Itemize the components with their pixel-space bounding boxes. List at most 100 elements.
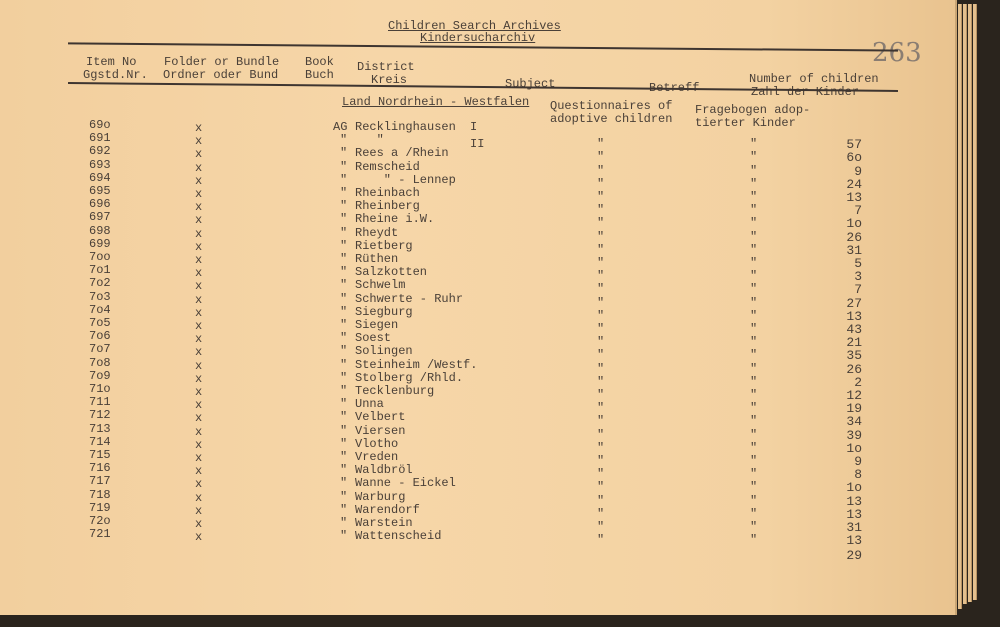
- district-prefix: ": [340, 410, 348, 425]
- child-count: 1o: [846, 440, 862, 456]
- table-row: 7o8 x " Steinheim /Westf. " " 26: [0, 355, 950, 376]
- subject-ditto: ": [597, 256, 605, 270]
- district-name: Remscheid: [355, 159, 420, 174]
- district-name: Vreden: [355, 450, 399, 464]
- district-prefix: ": [340, 318, 348, 332]
- child-count: 24: [846, 176, 862, 192]
- item-no: 7o8: [89, 355, 111, 370]
- header-book-de: Buch: [305, 68, 334, 82]
- district-prefix: ": [340, 159, 348, 174]
- item-no: 7o6: [89, 329, 111, 344]
- district-prefix: ": [340, 252, 348, 266]
- table-row: 714 x " Vlotho " " 1o: [0, 434, 950, 455]
- district-prefix: ": [340, 384, 348, 398]
- betreff-ditto: ": [750, 467, 758, 482]
- table-row: 693 x " Remscheid " " 9: [0, 158, 950, 178]
- subject-ditto: ": [597, 335, 605, 350]
- item-no: 713: [89, 421, 111, 436]
- subject-ditto: ": [597, 216, 605, 231]
- header-folder-de: Ordner oder Bund: [163, 68, 279, 82]
- child-count: 31: [846, 520, 862, 535]
- child-count: 12: [846, 388, 862, 403]
- table-row: 69o x AG Recklinghausen I: [0, 118, 950, 135]
- child-count: 31: [846, 242, 862, 258]
- child-count: 7: [854, 203, 862, 219]
- folder-mark: x: [195, 187, 203, 201]
- table-row: 699 x " Rietberg " " 31: [0, 237, 950, 257]
- subject-ditto: ": [597, 348, 605, 363]
- folder-mark: x: [195, 121, 203, 135]
- table-row: 7o9 x " Stolberg /Rhld. " " 2: [0, 369, 950, 389]
- document-page: Children Search Archives Kindersucharchi…: [0, 0, 957, 615]
- district-suffix: II: [470, 137, 485, 152]
- item-no: 72o: [89, 514, 111, 528]
- item-no: 714: [89, 434, 111, 449]
- district-name: Unna: [355, 397, 384, 412]
- item-no: 69o: [89, 118, 111, 132]
- header-subject: Subject: [505, 77, 556, 91]
- table-row: 692 x " Rees a /Rhein " " 6o: [0, 145, 950, 165]
- child-count: 2: [854, 374, 862, 390]
- table-row: 7o6 x " Soest " " 21: [0, 329, 950, 350]
- district-name: Velbert: [355, 410, 406, 425]
- section-heading: Land Nordrhein - Westfalen: [342, 95, 530, 109]
- child-count: 26: [846, 361, 862, 377]
- district-name: Vlotho: [355, 436, 399, 451]
- district-name: Rüthen: [355, 252, 399, 266]
- child-count: 3: [854, 269, 862, 285]
- item-no: 7o1: [89, 263, 111, 278]
- child-count: 35: [846, 348, 862, 364]
- betreff-ditto: ": [750, 322, 758, 336]
- child-count: 13: [846, 308, 862, 324]
- district-prefix: ": [340, 133, 348, 148]
- item-no: 698: [89, 223, 111, 238]
- table-row: 698 x " Rheydt " " 26: [0, 223, 950, 244]
- folder-mark: x: [195, 253, 203, 267]
- trailing-count: 29: [846, 548, 862, 563]
- child-count: 43: [846, 322, 862, 337]
- header-book: Book: [305, 55, 334, 69]
- district-prefix: ": [340, 304, 348, 319]
- folder-mark: x: [195, 292, 203, 307]
- child-count: 21: [846, 335, 862, 351]
- folder-mark: x: [195, 147, 203, 162]
- table-row: 7o7 x " Solingen " " 35: [0, 342, 950, 363]
- item-no: 7o4: [89, 302, 111, 317]
- district-name: Wattenscheid: [355, 529, 442, 544]
- folder-mark: x: [195, 437, 203, 452]
- subject-ditto: ": [597, 467, 605, 482]
- district-name: Warstein: [355, 516, 413, 530]
- betreff-ditto: ": [750, 533, 758, 548]
- betreff-ditto: ": [750, 137, 758, 152]
- folder-mark: x: [195, 134, 203, 149]
- district-prefix: ": [340, 238, 348, 253]
- item-no: 7o7: [89, 342, 111, 357]
- table-row: 721 x " Wattenscheid " " 13: [0, 528, 950, 548]
- child-count: 7: [854, 282, 862, 298]
- child-count: 34: [846, 414, 862, 430]
- child-count: 1o: [846, 216, 862, 232]
- child-count: 13: [846, 493, 862, 509]
- district-name: ": [355, 133, 384, 148]
- folder-mark: x: [195, 332, 203, 347]
- district-name: Rees a /Rhein: [355, 146, 449, 161]
- child-count: 5: [854, 256, 862, 271]
- child-count: 26: [846, 229, 862, 245]
- district-name: Steinheim /Westf.: [355, 357, 478, 372]
- item-no: 7oo: [89, 250, 111, 264]
- betreff-ditto: ": [750, 150, 758, 165]
- child-count: 27: [846, 295, 862, 311]
- child-count: 13: [846, 533, 862, 549]
- item-no: 7o2: [89, 276, 111, 291]
- district-name: " - Lennep: [355, 172, 456, 187]
- subject-ditto: ": [597, 203, 605, 218]
- table-row: 7o5 x " Siegen " " 43: [0, 317, 950, 337]
- item-no: 717: [89, 474, 111, 489]
- district-name: Rheydt: [355, 225, 399, 240]
- table-row: 695 x " Rheinbach " " 13: [0, 185, 950, 205]
- betreff-ditto: ": [750, 163, 758, 178]
- item-no: 715: [89, 448, 111, 462]
- folder-mark: x: [195, 503, 203, 518]
- subject-ditto: ": [597, 150, 605, 165]
- child-count: 57: [846, 137, 862, 153]
